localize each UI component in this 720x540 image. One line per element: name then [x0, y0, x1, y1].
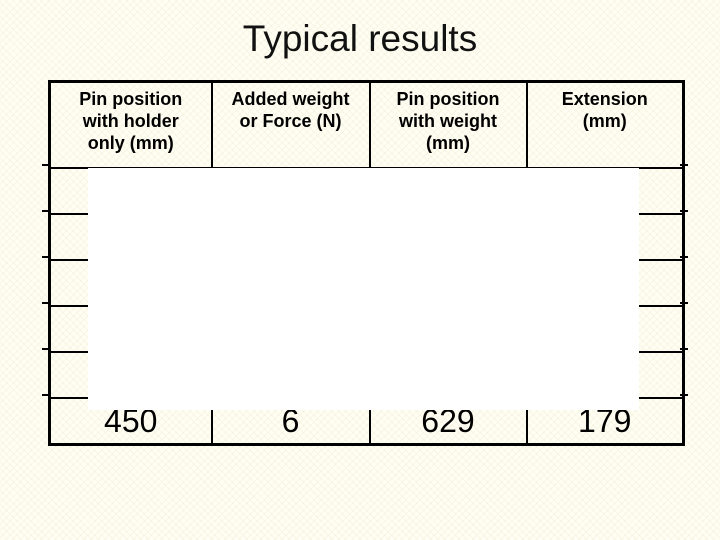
row-line-tick: [680, 394, 688, 396]
row-line-tick: [680, 164, 688, 166]
row-line-tick: [680, 256, 688, 258]
row-line-tick: [680, 210, 688, 212]
row-line-tick: [42, 164, 50, 166]
white-cover-rectangle: [88, 168, 639, 410]
row-line-tick: [42, 348, 50, 350]
column-header-added-weight: Added weight or Force (N): [210, 80, 371, 169]
slide-title: Typical results: [242, 18, 478, 59]
row-line-tick: [42, 210, 50, 212]
column-header-pin-position-holder: Pin position with holder only (mm): [48, 80, 213, 169]
table-header-row: Pin position with holder only (mm) Added…: [48, 80, 685, 169]
row-line-tick: [680, 302, 688, 304]
row-line-tick: [42, 394, 50, 396]
column-header-pin-position-weight: Pin position with weight (mm): [368, 80, 528, 169]
row-line-tick: [680, 348, 688, 350]
column-header-extension: Extension (mm): [525, 80, 685, 169]
row-line-tick: [42, 256, 50, 258]
row-line-tick: [42, 302, 50, 304]
